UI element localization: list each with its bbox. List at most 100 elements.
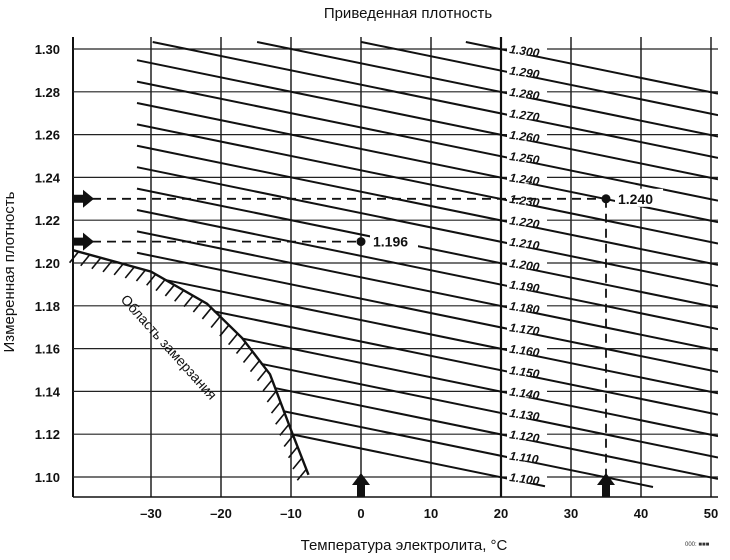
label-background — [507, 170, 547, 184]
hatch-mark — [296, 468, 307, 481]
y-tick-label: 1.30 — [35, 42, 60, 57]
iso-line-1.180 — [136, 230, 718, 352]
iso-line-label: 1.260 — [509, 128, 541, 146]
iso-line-label: 1.250 — [509, 149, 541, 167]
iso-line-label: 1.300 — [509, 42, 541, 60]
x-tick-label: –30 — [140, 506, 162, 521]
iso-line-1.130 — [260, 362, 718, 459]
x-axis-ticks: –30 –20 –10 0 10 20 30 40 50 — [140, 506, 718, 521]
iso-line-label: 1.140 — [509, 385, 541, 403]
iso-line-label: 1.160 — [509, 342, 541, 360]
iso-line-1.140 — [241, 337, 718, 438]
label-background — [507, 384, 547, 398]
hatch-mark — [275, 412, 286, 425]
iso-line-label: 1.280 — [509, 85, 541, 103]
hatch-mark — [135, 269, 147, 282]
x-axis-label: Температура электролита, °C — [301, 537, 508, 554]
hatch-mark — [155, 279, 166, 292]
arrow-up-icon — [597, 473, 615, 497]
x-tick-label: 20 — [494, 506, 508, 521]
label-background — [507, 277, 547, 291]
hatch-mark — [279, 423, 290, 436]
label-background — [507, 298, 547, 312]
label-background — [507, 127, 547, 141]
iso-line-label: 1.240 — [509, 171, 541, 189]
iso-line-1.280 — [256, 41, 718, 138]
arrow-right-icon — [72, 232, 94, 251]
hatch-mark — [270, 401, 282, 414]
y-axis-label: Измеренная плотность — [1, 191, 18, 352]
iso-line-label: 1.110 — [509, 449, 540, 467]
iso-line-1.150 — [213, 310, 718, 416]
iso-line-1.100 — [291, 433, 546, 488]
hatch-mark — [210, 315, 221, 329]
x-tick-label: 50 — [704, 506, 718, 521]
iso-line-label: 1.270 — [509, 106, 541, 124]
corner-code: 000: ■■■ — [685, 542, 710, 548]
y-tick-label: 1.24 — [35, 170, 61, 185]
iso-line-label: 1.120 — [509, 427, 541, 445]
label-background — [507, 42, 547, 55]
iso-line-label: 1.190 — [509, 278, 541, 296]
x-tick-label: 30 — [564, 506, 578, 521]
iso-line-label: 1.290 — [509, 64, 541, 82]
iso-line-1.110 — [282, 410, 654, 488]
hatch-mark — [266, 390, 277, 403]
hatch-mark — [292, 457, 303, 470]
y-tick-label: 1.18 — [35, 299, 60, 314]
y-tick-label: 1.12 — [35, 427, 60, 442]
iso-line-1.270 — [152, 41, 718, 159]
label-background — [507, 149, 547, 162]
iso-line-1.170 — [136, 251, 718, 373]
iso-line-label: 1.210 — [509, 235, 541, 253]
corrected-density-labels: 1.300 1.290 1.280 1.270 1.260 1.250 1.240 1.230… — [507, 42, 547, 488]
annotation-background — [370, 231, 418, 250]
freezing-region — [68, 249, 310, 481]
y-tick-label: 1.22 — [35, 213, 60, 228]
hatch-mark — [235, 341, 247, 354]
y-tick-label: 1.28 — [35, 85, 60, 100]
hatch-mark — [219, 324, 230, 337]
label-background — [507, 213, 547, 227]
freezing-boundary-curve — [72, 249, 310, 476]
hatch-mark — [256, 369, 268, 382]
y-tick-label: 1.16 — [35, 342, 60, 357]
y-tick-label: 1.14 — [35, 384, 61, 399]
hatch-mark — [146, 273, 157, 286]
y-tick-label: 1.20 — [35, 256, 60, 271]
x-tick-label: –20 — [210, 506, 232, 521]
hatch-mark — [102, 260, 113, 273]
label-background — [507, 320, 547, 334]
hatch-mark — [262, 379, 273, 392]
iso-line-label: 1.130 — [509, 406, 541, 424]
iso-line-1.210 — [136, 166, 718, 288]
iso-line-1.200 — [136, 187, 718, 309]
label-background — [507, 427, 547, 441]
hatch-mark — [287, 446, 299, 459]
hatch-mark — [192, 300, 203, 313]
reading-dot — [356, 237, 366, 247]
hatch-mark — [113, 263, 124, 276]
label-background — [507, 256, 547, 269]
iso-line-1.160 — [164, 278, 718, 395]
iso-line-label: 1.150 — [509, 363, 541, 381]
iso-line-label: 1.100 — [509, 470, 541, 488]
x-tick-label: 0 — [357, 506, 364, 521]
label-background — [507, 363, 547, 376]
y-axis-ticks: 1.10 1.12 1.14 1.16 1.18 1.20 1.22 1.24 1.26 1.28… — [35, 42, 61, 485]
label-background — [507, 106, 547, 120]
y-tick-label: 1.10 — [35, 470, 60, 485]
y-tick-label: 1.26 — [35, 128, 60, 143]
reading-annotation: 1.196 — [373, 234, 408, 250]
label-background — [507, 448, 547, 462]
iso-line-1.250 — [136, 80, 718, 202]
chart-title: Приведенная плотность — [324, 5, 493, 22]
hatch-mark — [164, 284, 175, 297]
label-background — [507, 470, 547, 483]
arrow-right-icon — [72, 189, 94, 208]
hatch-mark — [201, 307, 212, 320]
x-tick-label: 10 — [424, 506, 438, 521]
hatch-mark — [91, 257, 102, 270]
label-background — [507, 234, 547, 248]
hatch-mark — [283, 435, 294, 448]
